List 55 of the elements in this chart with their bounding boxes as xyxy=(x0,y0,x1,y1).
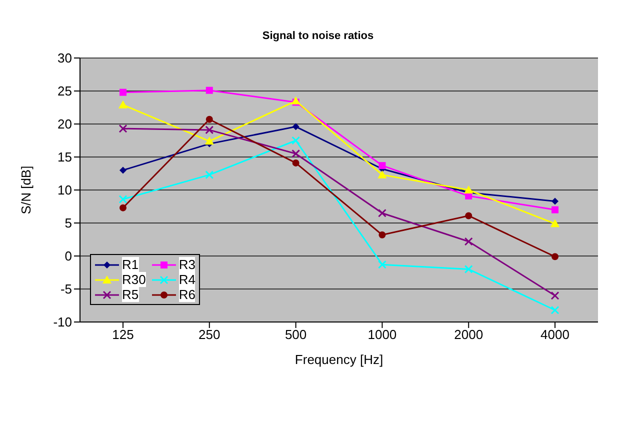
point xyxy=(292,149,300,158)
y-tick-label: 5 xyxy=(64,216,72,231)
point xyxy=(120,204,126,212)
y-tick-label: 25 xyxy=(58,84,72,99)
legend-label: R30 xyxy=(122,272,146,287)
x-tick-label: 1000 xyxy=(368,327,397,342)
y-axis-title: S/N [dB] xyxy=(18,166,34,214)
y-tick-label: 0 xyxy=(64,248,72,264)
point xyxy=(552,206,558,214)
point xyxy=(552,198,558,205)
point xyxy=(206,86,213,94)
point xyxy=(118,194,128,204)
y-tick-label: -5 xyxy=(60,282,72,297)
point xyxy=(378,231,386,238)
point xyxy=(120,88,126,96)
y-tick-label: 30 xyxy=(58,50,72,66)
point xyxy=(118,100,128,108)
point xyxy=(291,96,300,104)
x-tick-label: 2000 xyxy=(454,327,484,342)
legend-label: R5 xyxy=(122,287,139,302)
point xyxy=(292,136,300,145)
legend-label: R1 xyxy=(122,257,139,272)
x-tick-label: 4000 xyxy=(540,327,570,342)
point xyxy=(464,237,473,246)
point xyxy=(204,136,214,145)
legend-label: R3 xyxy=(178,257,196,272)
x-axis-title: Frequency [Hz] xyxy=(294,352,384,367)
point xyxy=(206,116,213,123)
point xyxy=(550,306,560,314)
legend-label: R4 xyxy=(178,272,196,287)
point xyxy=(378,170,387,178)
point xyxy=(120,166,126,174)
x-tick-label: 250 xyxy=(198,327,220,342)
y-tick-label: 10 xyxy=(58,182,72,198)
point xyxy=(464,186,474,194)
y-tick-label: 15 xyxy=(58,150,72,165)
point xyxy=(378,162,386,170)
point xyxy=(292,159,300,166)
chart-title: Signal to noise ratios xyxy=(261,29,375,44)
x-tick-label: 500 xyxy=(284,327,307,342)
legend-label: R6 xyxy=(178,287,196,302)
point xyxy=(464,264,473,274)
y-tick-label: 20 xyxy=(58,116,72,132)
point xyxy=(465,212,472,220)
point xyxy=(550,219,560,228)
point xyxy=(550,291,560,300)
point xyxy=(292,123,300,130)
point xyxy=(378,260,386,269)
point xyxy=(378,208,386,218)
x-tick-label: 125 xyxy=(112,327,134,342)
point xyxy=(552,253,558,260)
point xyxy=(205,170,214,180)
y-tick-label: -10 xyxy=(53,314,72,330)
point xyxy=(205,126,214,134)
point xyxy=(118,124,128,133)
